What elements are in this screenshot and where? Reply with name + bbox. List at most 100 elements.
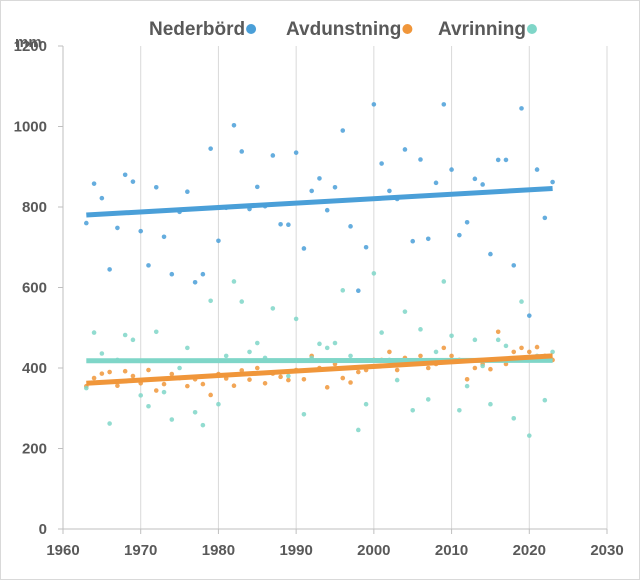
point-avdunstning-2002	[387, 350, 392, 355]
point-nederbord-2006	[418, 157, 423, 162]
legend-label-avrinning: Avrinning	[438, 19, 526, 40]
point-avdunstning-1998	[356, 370, 361, 375]
point-avdunstning-1968	[123, 369, 128, 374]
point-nederbord-1990	[294, 150, 299, 155]
point-avrinning-1977	[193, 410, 198, 415]
point-nederbord-1992	[309, 189, 314, 194]
point-nederbord-2014	[480, 182, 485, 187]
point-avrinning-1964	[92, 330, 97, 335]
point-nederbord-1971	[146, 263, 151, 268]
point-avrinning-2022	[543, 398, 548, 403]
legend-label-nederbord: Nederbörd	[149, 19, 245, 40]
point-nederbord-1979	[208, 146, 213, 151]
point-avdunstning-1972	[154, 388, 159, 393]
point-avrinning-1963	[84, 386, 89, 391]
point-avrinning-1984	[247, 350, 252, 355]
point-avdunstning-2010	[449, 354, 454, 359]
legend-marker-avdunstning	[402, 24, 412, 34]
point-avdunstning-1996	[340, 376, 345, 381]
point-nederbord-1968	[123, 173, 128, 178]
point-nederbord-1966	[107, 267, 112, 272]
point-avrinning-1978	[201, 423, 206, 428]
point-avdunstning-1976	[185, 384, 190, 389]
point-avrinning-1975	[177, 366, 182, 371]
x-tick-label-1980: 1980	[202, 542, 235, 559]
point-avrinning-1968	[123, 333, 128, 338]
point-nederbord-1993	[317, 176, 322, 181]
point-nederbord-2019	[519, 106, 524, 111]
x-tick-label-2020: 2020	[513, 542, 546, 559]
point-nederbord-1972	[154, 185, 159, 190]
point-avdunstning-2019	[519, 346, 524, 351]
point-avrinning-1971	[146, 404, 151, 409]
point-avrinning-1979	[208, 298, 213, 303]
point-avrinning-2006	[418, 327, 423, 332]
point-nederbord-1985	[255, 185, 260, 190]
point-avdunstning-1966	[107, 370, 112, 375]
x-tick-label-1970: 1970	[124, 542, 157, 559]
point-avrinning-2012	[465, 384, 470, 389]
point-avdunstning-1991	[302, 377, 307, 382]
point-nederbord-1980	[216, 239, 221, 244]
legend-label-avdunstning: Avdunstning	[286, 19, 401, 40]
point-nederbord-1987	[271, 153, 276, 158]
point-avrinning-2007	[426, 397, 431, 402]
point-avdunstning-2003	[395, 368, 400, 373]
point-avrinning-2011	[457, 408, 462, 413]
point-avrinning-1970	[138, 393, 143, 398]
point-avrinning-1999	[364, 402, 369, 407]
point-avdunstning-2009	[442, 346, 447, 351]
point-nederbord-2007	[426, 236, 431, 241]
point-avdunstning-1974	[170, 372, 175, 377]
point-avdunstning-2016	[496, 329, 501, 334]
y-tick-label-400: 400	[22, 360, 47, 377]
point-nederbord-1996	[340, 128, 345, 133]
point-nederbord-2016	[496, 158, 501, 163]
point-avdunstning-2006	[418, 354, 423, 359]
point-avdunstning-1997	[348, 380, 353, 385]
point-nederbord-2023	[550, 180, 555, 185]
point-avrinning-1989	[286, 374, 291, 379]
point-nederbord-2008	[434, 181, 439, 186]
point-avrinning-1965	[100, 351, 105, 356]
point-avrinning-2005	[410, 408, 415, 413]
point-nederbord-1964	[92, 181, 97, 186]
point-nederbord-1998	[356, 288, 361, 293]
point-avrinning-1996	[340, 288, 345, 293]
point-avdunstning-1994	[325, 385, 330, 390]
point-nederbord-2002	[387, 189, 392, 194]
point-avdunstning-2021	[535, 345, 540, 350]
point-avrinning-2003	[395, 378, 400, 383]
point-avrinning-2008	[434, 350, 439, 355]
point-avrinning-2001	[379, 330, 384, 335]
point-nederbord-2005	[410, 239, 415, 244]
point-avrinning-2020	[527, 433, 532, 438]
point-avrinning-1987	[271, 306, 276, 311]
point-avdunstning-2012	[465, 377, 470, 382]
point-avrinning-1994	[325, 346, 330, 351]
point-nederbord-2010	[449, 167, 454, 172]
point-avdunstning-1985	[255, 366, 260, 371]
point-avrinning-1997	[348, 354, 353, 359]
point-nederbord-2017	[504, 158, 509, 163]
point-avrinning-1985	[255, 341, 260, 346]
y-tick-label-600: 600	[22, 280, 47, 297]
point-nederbord-1991	[302, 246, 307, 251]
point-avdunstning-2018	[511, 350, 516, 355]
point-nederbord-1982	[232, 123, 237, 128]
point-avrinning-2014	[480, 364, 485, 369]
point-avdunstning-2020	[527, 350, 532, 355]
legend: Nederbörd Avdunstning Avrinning	[149, 19, 537, 40]
point-avrinning-2009	[442, 279, 447, 284]
point-avrinning-1973	[162, 390, 167, 395]
point-nederbord-1977	[193, 280, 198, 285]
point-avrinning-1980	[216, 402, 221, 407]
legend-marker-nederbord	[246, 24, 256, 34]
y-tick-label-200: 200	[22, 441, 47, 458]
point-nederbord-2011	[457, 233, 462, 238]
point-nederbord-2022	[543, 216, 548, 221]
point-avdunstning-1965	[100, 371, 105, 376]
point-avrinning-1972	[154, 329, 159, 334]
